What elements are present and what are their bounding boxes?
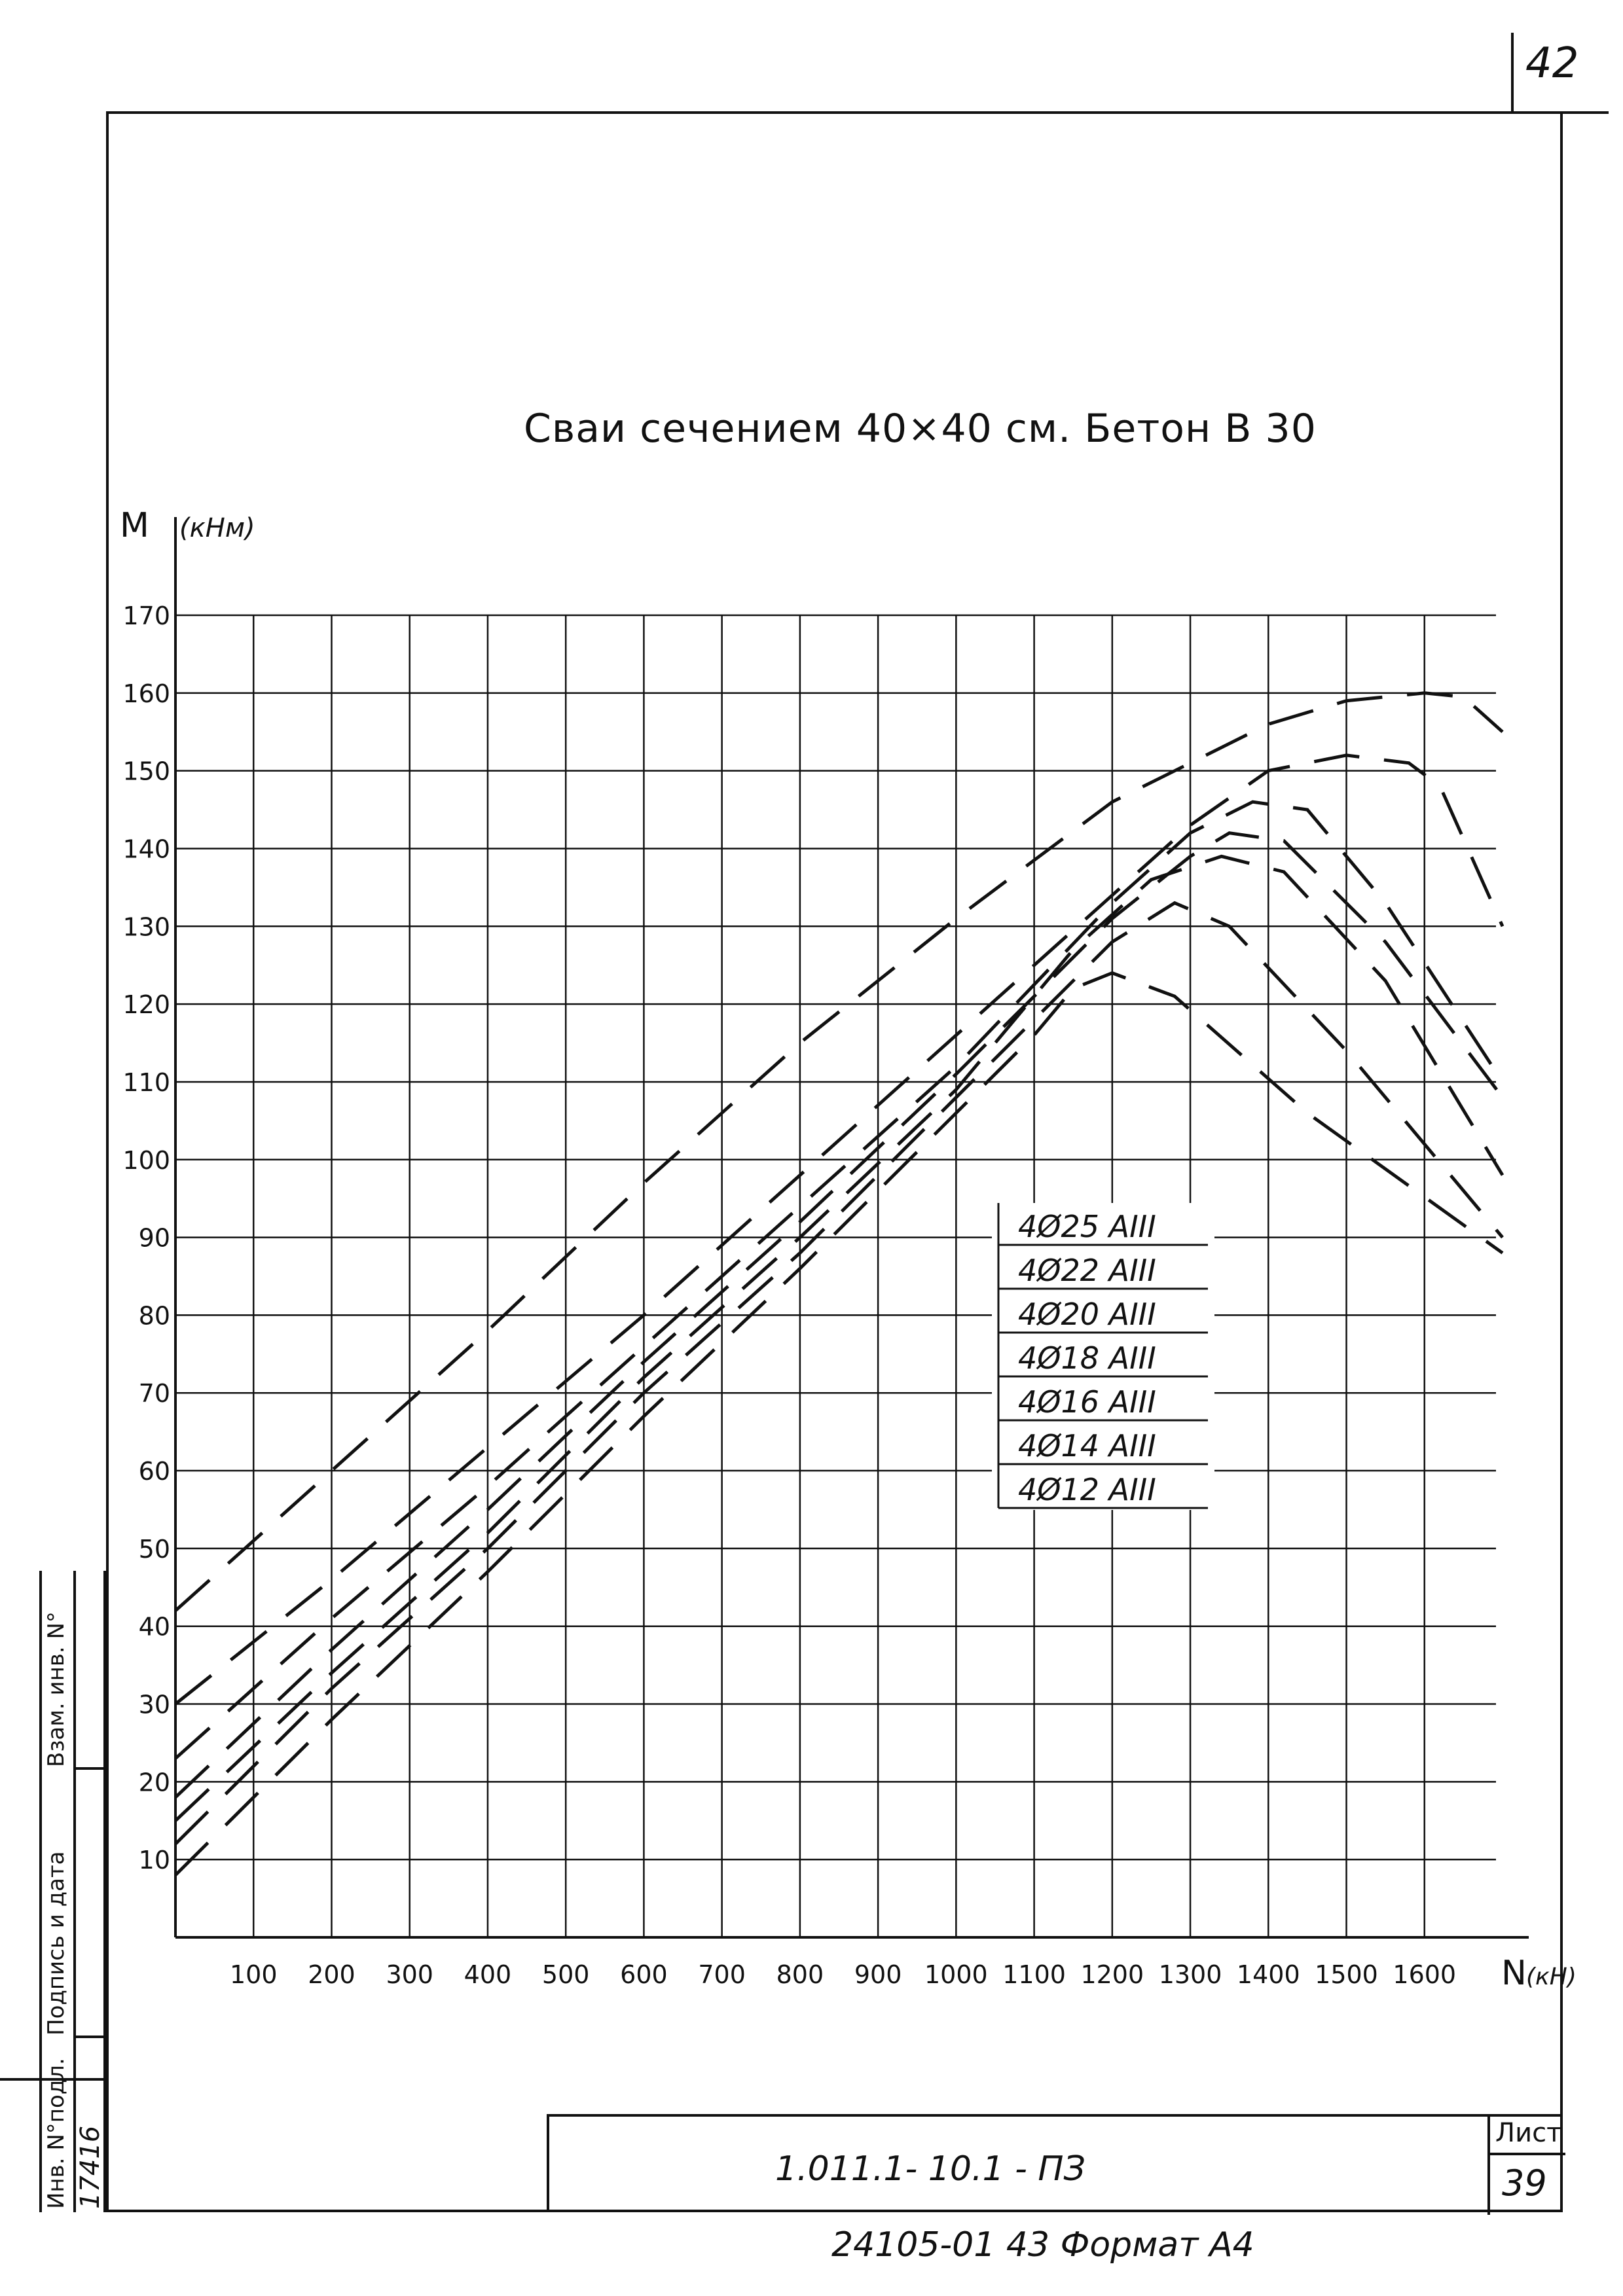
x-tick-label: 100 [230,1960,278,1989]
x-tick-label: 800 [776,1960,824,1989]
x-tick-label: 900 [854,1960,902,1989]
y-axis-label: M [120,506,149,545]
top-right-line [1511,33,1514,111]
interaction-diagram-chart: 10 20 30 40 50 60 70 80 90 100 110 120 130 140 150 160 1… [120,506,1577,1993]
x-tick-label: 1400 [1237,1960,1300,1989]
title-block-divider [1487,2117,1490,2215]
y-tick-label: 110 [122,1068,170,1097]
legend-bg [992,1422,1214,1466]
x-tick-label: 500 [542,1960,590,1989]
series-line-3 [174,800,1504,1760]
legend-label-1: 4Ø25 AIII [1018,1209,1156,1244]
y-tick-label: 70 [139,1379,170,1408]
x-tick-label: 1000 [924,1960,988,1989]
legend-label-7: 4Ø12 AIII [1018,1472,1156,1507]
legend-label-3: 4Ø20 AIII [1018,1297,1156,1332]
chart-title: Сваи сечением 40×40 см. Бетон В 30 [524,406,1317,452]
legend-label-4: 4Ø18 AIII [1018,1340,1156,1376]
legend-bg [992,1378,1214,1422]
y-tick-label: 160 [122,679,170,708]
stamp-value-inv-podl: 17416 [75,2125,105,2209]
chart-grid [175,614,1496,1937]
x-tick-label: 1600 [1393,1960,1456,1989]
series-line-5 [174,854,1504,1822]
y-tick-label: 140 [122,834,170,863]
x-tick-label: 1100 [1002,1960,1066,1989]
series-line-6 [174,901,1504,1846]
legend-bg [992,1203,1214,1247]
y-tick-label: 130 [122,912,170,941]
x-tick-label: 1200 [1080,1960,1144,1989]
series-line-2 [174,753,1504,1706]
series-line-4 [174,831,1504,1799]
stamp-divider-1 [73,1767,106,1770]
sheet-frame [106,111,1563,2212]
legend-label-5: 4Ø16 AIII [1018,1384,1156,1420]
y-tick-label: 50 [139,1535,170,1564]
y-tick-label: 40 [139,1613,170,1641]
chart-legend: 4Ø25 AIII 4Ø22 AIII 4Ø20 AIII 4Ø18 AIII 4Ø16… [992,1203,1214,1531]
x-axis-unit: (кН) [1526,1964,1577,1990]
series-line-7 [174,971,1504,1876]
top-right-cap [1563,111,1609,114]
stamp-label-signature-date: Подпись и дата [43,1851,69,2036]
page-number: 42 [1525,39,1579,88]
y-tick-label: 20 [139,1768,170,1797]
y-tick-label: 30 [139,1691,170,1719]
x-tick-label: 1500 [1315,1960,1378,1989]
bottom-note: 24105-01 43 Формат А4 [831,2225,1254,2265]
y-tick-label: 100 [122,1146,170,1175]
document-code: 1.011.1- 10.1 - ПЗ [775,2149,1085,2189]
series-line-1 [174,691,1504,1612]
x-tick-label: 600 [620,1960,668,1989]
x-tick-label: 200 [308,1960,356,1989]
x-axis-label: N [1501,1954,1527,1993]
chart-axes [174,517,1529,1939]
y-tick-label: 10 [139,1846,170,1874]
legend-bg [992,1335,1214,1378]
title-block: 1.011.1- 10.1 - ПЗ Лист 39 [547,2114,1565,2215]
sheet-number: 39 [1502,2162,1547,2204]
y-tick-label: 150 [122,757,170,786]
y-tick-label: 120 [122,990,170,1019]
stamp-col-2 [73,1571,76,2212]
sheet-label: Лист [1495,2118,1562,2148]
y-axis-unit: (кНм) [179,513,255,543]
chart-series [174,691,1504,1876]
y-tick-label: 80 [139,1301,170,1330]
stamp-label-vzam-inv: Взам. инв. N° [43,1611,69,1767]
stamp-divider-3 [0,2078,106,2081]
y-tick-label: 60 [139,1457,170,1486]
x-tick-label: 300 [386,1960,433,1989]
legend-bg [992,1291,1214,1335]
y-tick-label: 170 [122,601,170,630]
x-tick-label: 400 [464,1960,512,1989]
title-block-hline [1487,2153,1565,2155]
stamp-divider-2 [73,2036,106,2038]
stamp-col-1 [39,1571,42,2212]
x-tick-label: 700 [698,1960,746,1989]
y-tick-label: 90 [139,1224,170,1253]
legend-label-2: 4Ø22 AIII [1018,1253,1156,1288]
legend-bg [992,1247,1214,1291]
x-tick-label: 1300 [1159,1960,1222,1989]
stamp-col-3 [103,1571,106,2212]
legend-label-6: 4Ø14 AIII [1018,1428,1156,1463]
chart-tick-labels: 10 20 30 40 50 60 70 80 90 100 110 120 130 140 150 160 1… [120,506,1577,1993]
stamp-label-inv-podl: Инв. N°подл. [43,2058,69,2209]
side-stamp: Инв. N°подл. 17416 Подпись и дата Взам. … [0,1571,106,2212]
legend-bg [992,1466,1214,1510]
